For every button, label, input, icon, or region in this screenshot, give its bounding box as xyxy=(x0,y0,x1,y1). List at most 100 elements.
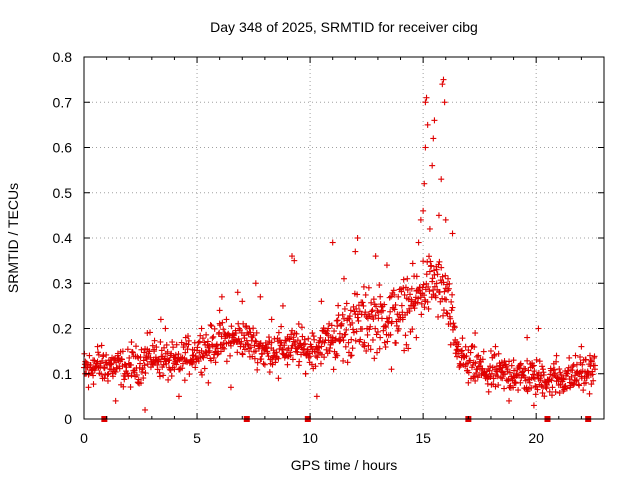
trend-point xyxy=(296,358,303,365)
trend-point xyxy=(425,305,432,312)
trend-point xyxy=(447,341,454,348)
trend-point xyxy=(98,342,105,349)
trend-point xyxy=(431,283,438,290)
data-point xyxy=(422,99,429,106)
trend-point xyxy=(256,340,263,347)
trend-point xyxy=(352,337,359,344)
trend-point xyxy=(572,377,579,384)
trend-point xyxy=(253,338,260,345)
trend-point xyxy=(199,353,206,360)
trend-point xyxy=(395,325,402,332)
trend-point xyxy=(284,353,291,360)
trend-point xyxy=(372,312,379,319)
trend-point xyxy=(348,336,355,343)
trend-point xyxy=(370,296,377,303)
data-point xyxy=(417,216,424,223)
trend-point xyxy=(308,361,315,368)
trend-point xyxy=(355,317,362,324)
data-point xyxy=(506,397,513,404)
trend-point xyxy=(373,303,380,310)
trend-point xyxy=(409,326,416,333)
data-point xyxy=(108,361,115,368)
trend-point xyxy=(305,335,312,342)
trend-point xyxy=(472,360,479,367)
trend-point xyxy=(165,376,172,383)
data-point xyxy=(295,320,302,327)
trend-point xyxy=(404,286,411,293)
trend-point xyxy=(112,368,119,375)
trend-point xyxy=(350,326,357,333)
trend-point xyxy=(408,285,415,292)
trend-point xyxy=(181,377,188,384)
trend-point xyxy=(209,335,216,342)
data-point xyxy=(365,284,372,291)
trend-point xyxy=(376,282,383,289)
trend-point xyxy=(211,325,218,332)
trend-point xyxy=(153,344,160,351)
data-point xyxy=(347,307,354,314)
data-point xyxy=(372,253,379,260)
data-point xyxy=(135,379,142,386)
trend-point xyxy=(210,333,217,340)
trend-point xyxy=(157,338,164,345)
trend-point xyxy=(386,294,393,301)
data-point xyxy=(205,379,212,386)
trend-point xyxy=(515,387,522,394)
trend-point xyxy=(506,358,513,365)
trend-point xyxy=(587,363,594,370)
trend-point xyxy=(219,344,226,351)
data-point xyxy=(395,293,402,300)
trend-point xyxy=(439,295,446,302)
data-point xyxy=(218,293,225,300)
trend-point xyxy=(479,356,486,363)
trend-point xyxy=(583,375,590,382)
trend-point xyxy=(312,352,319,359)
trend-point xyxy=(532,391,539,398)
trend-point xyxy=(495,382,502,389)
trend-point xyxy=(533,356,540,363)
trend-point xyxy=(362,309,369,316)
data-point xyxy=(440,76,447,83)
trend-point xyxy=(401,347,408,354)
trend-point xyxy=(442,272,449,279)
trend-point xyxy=(426,268,433,275)
trend-point xyxy=(258,356,265,363)
trend-point xyxy=(328,322,335,329)
trend-point xyxy=(451,324,458,331)
data-point xyxy=(151,348,158,355)
trend-point xyxy=(424,298,431,305)
trend-point xyxy=(189,359,196,366)
data-point xyxy=(377,334,384,341)
trend-point xyxy=(576,382,583,389)
data-point xyxy=(291,257,298,264)
data-point xyxy=(435,212,442,219)
trend-point xyxy=(216,329,223,336)
trend-point xyxy=(539,363,546,370)
trend-point xyxy=(402,332,409,339)
trend-point xyxy=(149,360,156,367)
data-point xyxy=(142,406,149,413)
trend-point xyxy=(133,343,139,350)
trend-point xyxy=(533,383,540,390)
data-point xyxy=(275,375,282,382)
trend-point xyxy=(370,316,377,323)
trend-point xyxy=(360,283,367,290)
trend-point xyxy=(173,361,180,368)
trend-point xyxy=(301,345,308,352)
trend-point xyxy=(118,356,125,363)
x-tick-label: 10 xyxy=(302,430,318,446)
trend-point xyxy=(487,363,494,370)
y-tick-label: 0.7 xyxy=(53,94,73,110)
trend-point xyxy=(540,371,547,378)
data-point xyxy=(530,402,537,409)
y-axis-label: SRMTID / TECUs xyxy=(5,183,21,293)
trend-point xyxy=(360,302,367,309)
trend-point xyxy=(342,343,349,350)
trend-point xyxy=(316,337,323,344)
trend-point xyxy=(387,331,394,338)
trend-point xyxy=(168,350,175,357)
trend-point xyxy=(447,315,454,322)
trend-point xyxy=(506,369,513,376)
trend-point xyxy=(99,357,106,364)
trend-point xyxy=(497,374,504,381)
